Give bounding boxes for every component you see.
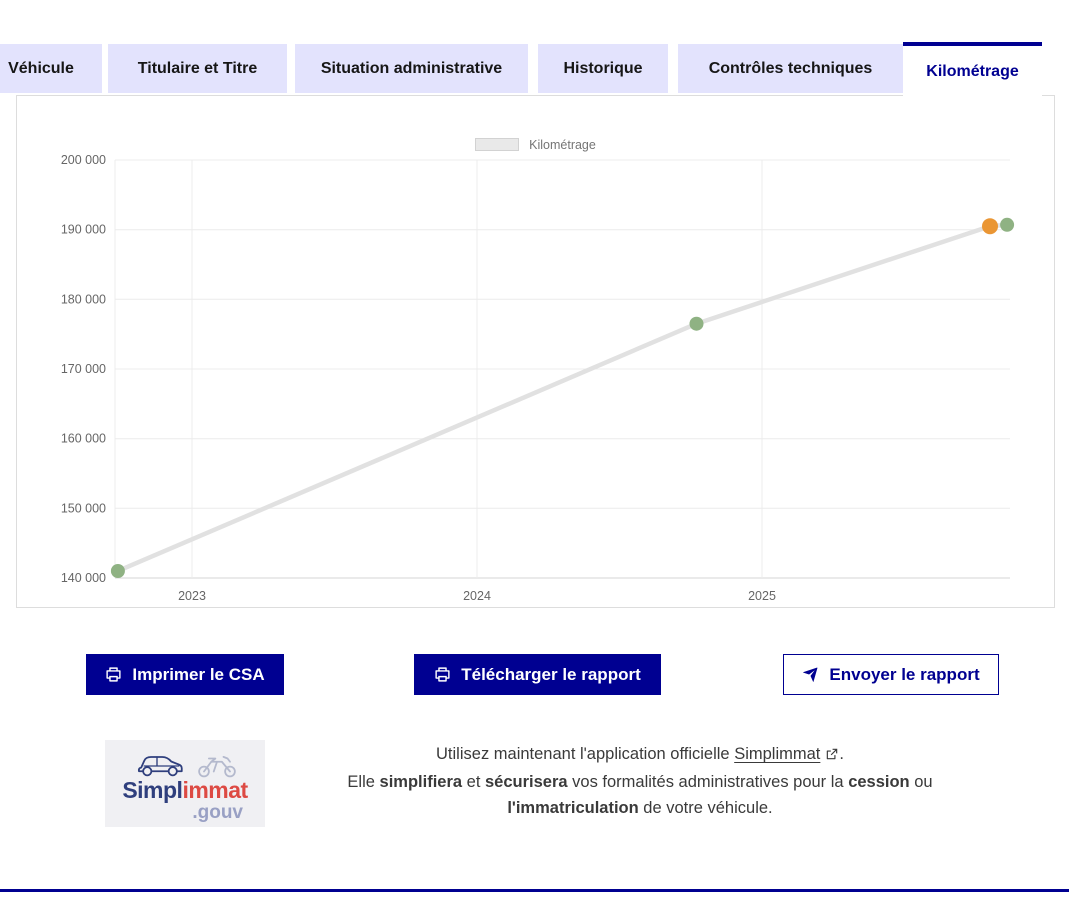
- y-tick-label: 200 000: [61, 153, 106, 167]
- button-label: Envoyer le rapport: [829, 664, 980, 684]
- tab-titulaire-et-titre[interactable]: Titulaire et Titre: [108, 44, 287, 93]
- tab-label: Contrôles techniques: [708, 59, 873, 77]
- external-link-icon: [825, 747, 839, 765]
- brand-immat: immat: [182, 777, 248, 804]
- simplimmat-link-label: Simplimmat: [734, 745, 821, 763]
- x-tick-label: 2023: [178, 589, 206, 603]
- promo-line1: Utilisez maintenant l'application offici…: [290, 741, 990, 769]
- tab-label: Véhicule: [8, 59, 74, 77]
- x-tick-label: 2025: [748, 589, 776, 603]
- mileage-chart-panel: Kilométrage 140 000 150 000 160 000 170 000…: [16, 95, 1055, 608]
- y-tick-label: 140 000: [61, 571, 106, 585]
- tab-label: Situation administrative: [320, 59, 503, 77]
- y-tick-label: 150 000: [61, 501, 106, 515]
- data-point[interactable]: [1000, 217, 1015, 232]
- y-tick-label: 160 000: [61, 432, 106, 446]
- y-tick-label: 180 000: [61, 292, 106, 306]
- promo-line1-suffix: .: [839, 745, 844, 763]
- y-tick-label: 170 000: [61, 362, 106, 376]
- brand-simpl: Simpl: [122, 777, 183, 804]
- promo-line1-prefix: Utilisez maintenant l'application offici…: [436, 745, 735, 763]
- tab-label: Kilométrage: [926, 62, 1019, 80]
- chart-legend[interactable]: Kilométrage: [17, 137, 1054, 152]
- promo-line2: Elle simplifiera et sécurisera vos forma…: [347, 773, 933, 817]
- tab-situation-administrative[interactable]: Situation administrative: [295, 44, 528, 93]
- simplimmat-logo: Simplimmat .gouv: [105, 740, 265, 827]
- print-csa-button[interactable]: Imprimer le CSA: [86, 654, 284, 695]
- data-point[interactable]: [689, 316, 704, 331]
- simplimmat-link[interactable]: Simplimmat: [734, 745, 839, 763]
- footer-top-border: [0, 889, 1069, 892]
- printer-icon: [434, 666, 451, 683]
- mileage-chart-svg[interactable]: 140 000 150 000 160 000 170 000 180 000 190 0…: [17, 96, 1054, 607]
- tab-kilometrage-active[interactable]: Kilométrage: [903, 42, 1042, 97]
- printer-icon: [105, 666, 122, 683]
- legend-swatch: [475, 138, 520, 151]
- send-report-button[interactable]: Envoyer le rapport: [783, 654, 999, 695]
- logo-icons: [131, 748, 240, 778]
- button-label: Imprimer le CSA: [132, 664, 265, 684]
- car-icon: [131, 748, 189, 778]
- legend-label: Kilométrage: [529, 137, 596, 152]
- tab-label: Titulaire et Titre: [137, 59, 258, 77]
- tab-vehicule[interactable]: Véhicule: [0, 44, 102, 93]
- promo-text: Utilisez maintenant l'application offici…: [290, 741, 990, 821]
- x-tick-label: 2024: [463, 589, 491, 603]
- tab-label: Historique: [563, 59, 643, 77]
- mileage-line: [115, 222, 1010, 574]
- download-report-button[interactable]: Télécharger le rapport: [414, 654, 661, 695]
- send-plane-icon: [802, 666, 819, 683]
- data-point[interactable]: [110, 564, 125, 578]
- brand-wordmark: Simplimmat: [122, 777, 248, 804]
- tab-historique[interactable]: Historique: [538, 44, 668, 93]
- brand-gouv: .gouv: [192, 801, 243, 823]
- button-label: Télécharger le rapport: [461, 664, 641, 684]
- tab-controles-techniques[interactable]: Contrôles techniques: [678, 44, 903, 93]
- data-point[interactable]: [982, 218, 998, 235]
- y-tick-label: 190 000: [61, 223, 106, 237]
- motorcycle-icon: [194, 752, 240, 778]
